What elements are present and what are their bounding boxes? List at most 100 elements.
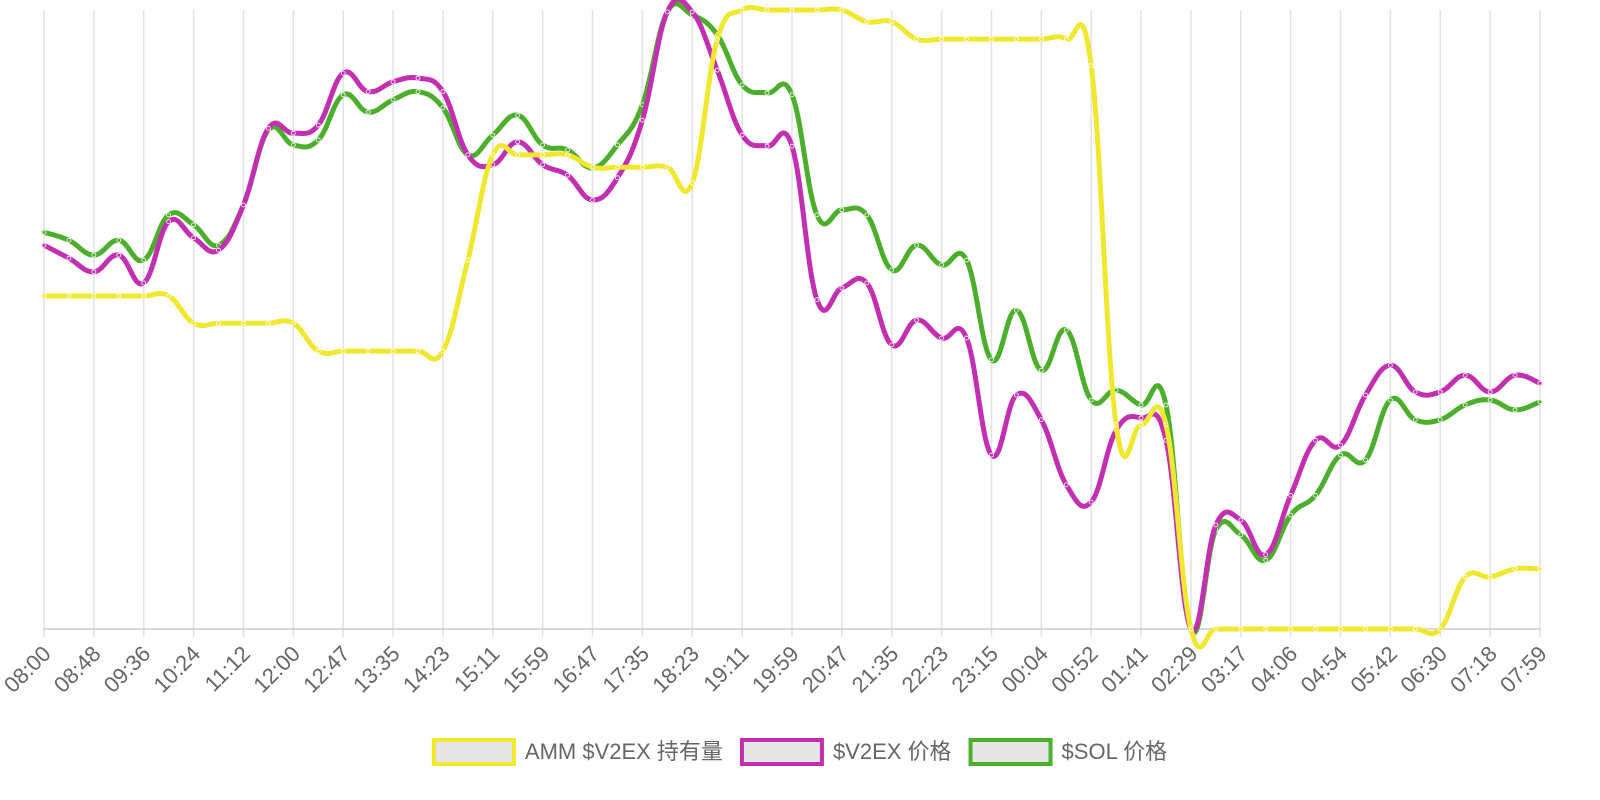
legend-label: $SOL 价格 [1062, 739, 1168, 764]
x-tick-label: 01:41 [1096, 641, 1153, 698]
point [290, 320, 296, 326]
point [864, 212, 870, 218]
point [1038, 367, 1044, 373]
point [689, 9, 695, 15]
x-tick-label: 00:04 [996, 641, 1053, 698]
point [889, 342, 895, 348]
x-tick-label: 16:47 [548, 641, 605, 698]
point [191, 320, 197, 326]
point [1288, 626, 1294, 632]
point [839, 285, 845, 291]
legend-label: AMM $V2EX 持有量 [525, 739, 723, 764]
x-tick-label: 05:42 [1345, 641, 1402, 698]
point [365, 348, 371, 354]
point [989, 452, 994, 458]
point [1188, 626, 1194, 632]
point [465, 257, 471, 263]
legend-label: $V2EX 价格 [833, 739, 952, 764]
x-tick-label: 22:23 [897, 641, 954, 698]
point [515, 112, 521, 118]
x-tick-label: 10:24 [149, 641, 206, 698]
point [241, 202, 246, 208]
x-tick-label: 20:47 [797, 641, 854, 698]
point [141, 293, 147, 299]
point [91, 269, 97, 275]
point [290, 130, 296, 136]
point [540, 162, 546, 168]
point [365, 109, 371, 115]
point [789, 143, 795, 149]
point [116, 237, 122, 243]
x-tick-label: 12:47 [298, 641, 355, 698]
point [540, 142, 546, 148]
x-tick-label: 19:59 [747, 641, 804, 698]
point [914, 242, 920, 248]
point [166, 212, 172, 218]
point [889, 19, 895, 25]
point [689, 180, 695, 186]
point [714, 67, 720, 73]
point [1313, 437, 1318, 443]
point [764, 143, 770, 149]
point [1213, 522, 1219, 528]
point [1462, 372, 1468, 378]
point [1512, 372, 1518, 378]
point [390, 348, 396, 354]
point [839, 207, 845, 213]
point [1412, 417, 1418, 423]
point [1014, 392, 1019, 398]
point [964, 36, 969, 42]
x-tick-label: 06:30 [1395, 641, 1452, 698]
x-tick-label: 15:11 [449, 641, 504, 696]
x-tick-label: 07:18 [1445, 641, 1502, 698]
point [1014, 36, 1019, 42]
point [66, 255, 72, 261]
point [365, 89, 371, 95]
point [739, 7, 745, 13]
point [1487, 389, 1493, 395]
point [1388, 362, 1393, 368]
point [265, 125, 271, 131]
point [1388, 397, 1393, 403]
point [1313, 626, 1318, 632]
point [839, 7, 845, 13]
point [1313, 492, 1318, 498]
point [315, 137, 321, 143]
point [1338, 452, 1343, 458]
point [1487, 574, 1493, 580]
point [1462, 402, 1468, 408]
point [590, 164, 595, 170]
point [1288, 512, 1294, 518]
x-tick-label: 04:54 [1296, 641, 1353, 698]
point [939, 335, 944, 341]
point [789, 92, 795, 98]
point [191, 235, 197, 241]
point [1163, 422, 1169, 428]
legend: AMM $V2EX 持有量 $V2EX 价格 $SOL 价格 [431, 738, 1168, 766]
point [116, 293, 122, 299]
point [1437, 389, 1443, 395]
point [615, 164, 620, 170]
point [1213, 626, 1219, 632]
point [1363, 457, 1368, 463]
point [1063, 327, 1069, 333]
point [989, 357, 994, 363]
point [764, 7, 770, 13]
point [1238, 517, 1244, 523]
point [814, 212, 820, 218]
point [340, 348, 346, 354]
x-tick-label: 12:00 [248, 641, 305, 698]
series-line [41, 0, 1543, 634]
point [1238, 532, 1244, 538]
point [615, 175, 620, 181]
point [41, 242, 47, 248]
point [1363, 626, 1368, 632]
point [315, 122, 321, 128]
point [939, 262, 944, 268]
point [739, 82, 745, 88]
point [340, 92, 346, 98]
point [141, 257, 147, 263]
point [714, 37, 720, 43]
x-tick-label: 11:12 [200, 641, 255, 696]
